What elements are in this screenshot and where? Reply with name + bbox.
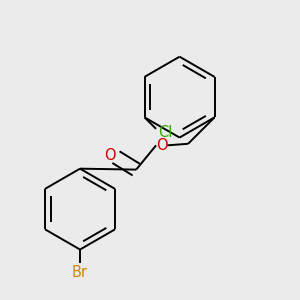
Text: O: O [105, 148, 116, 163]
Text: O: O [156, 137, 167, 152]
Text: Br: Br [72, 265, 88, 280]
Text: Cl: Cl [158, 125, 172, 140]
